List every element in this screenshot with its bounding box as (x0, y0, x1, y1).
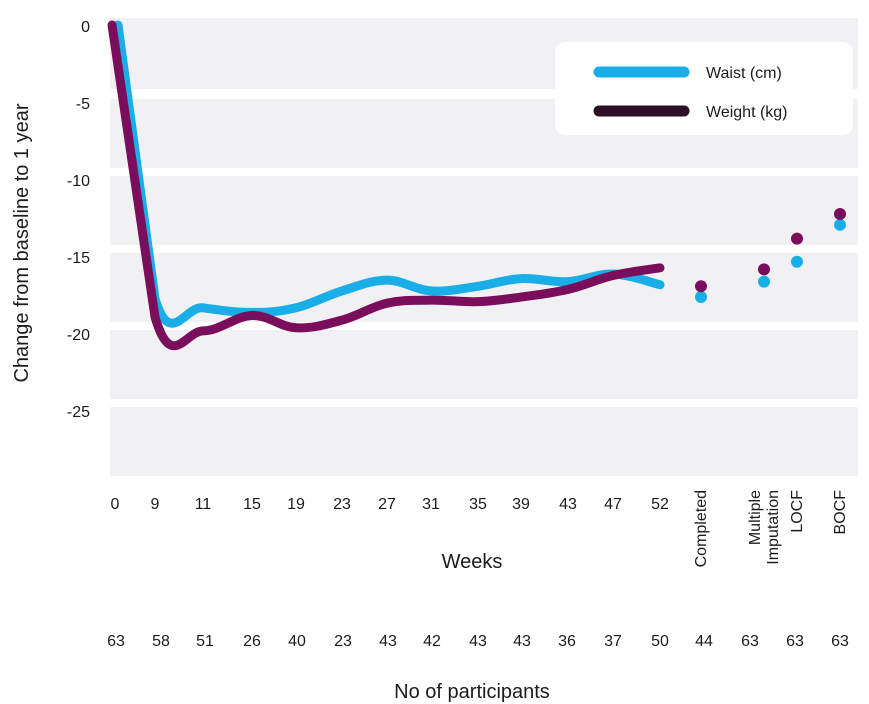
participant-count: 63 (741, 633, 759, 650)
x-method-label: Completed (693, 490, 710, 567)
participant-count: 37 (604, 633, 622, 650)
x-tick-label: 9 (151, 496, 160, 513)
x-tick-label: 15 (243, 496, 261, 513)
x-tick-label: 19 (287, 496, 305, 513)
x-tick-label: 0 (111, 496, 120, 513)
participant-count: 42 (423, 633, 441, 650)
weight-point (695, 280, 707, 293)
participant-count: 63 (107, 633, 125, 650)
participant-count: 58 (152, 633, 170, 650)
y-axis-title: Change from baseline to 1 year (11, 103, 33, 382)
y-tick-label: -15 (67, 250, 90, 267)
weight-line (107, 20, 665, 351)
series-lines (107, 20, 665, 351)
x-tick-label: 52 (651, 496, 669, 513)
plot-band (110, 330, 858, 399)
plot-band (110, 176, 858, 245)
x-tick-label: 31 (422, 496, 440, 513)
participant-count: 23 (334, 633, 352, 650)
participant-counts: 63 58 51 26 40 23 43 42 43 43 36 37 50 44 63 63 63 (107, 633, 849, 650)
participant-count: 26 (243, 633, 261, 650)
weight-point (791, 232, 803, 245)
x-axis-title: Weeks (442, 551, 503, 573)
participant-count: 43 (469, 633, 487, 650)
waist-line (113, 20, 665, 328)
y-tick-label: -10 (67, 173, 90, 190)
legend-box (555, 42, 853, 135)
y-tick-label: -20 (67, 327, 90, 344)
participant-count: 36 (558, 633, 576, 650)
participant-count: 63 (831, 633, 849, 650)
x-tick-label: 11 (195, 496, 212, 513)
x-tick-label: 47 (604, 496, 622, 513)
y-tick-label: -5 (76, 96, 90, 113)
x-tick-label: 43 (559, 496, 577, 513)
waist-point (834, 218, 846, 231)
legend-label-weight: Weight (kg) (706, 104, 788, 121)
x-axis: 0 9 11 15 19 23 27 31 35 39 43 47 52 Completed Multipl… (111, 490, 849, 568)
x-method-label: LOCF (789, 490, 806, 533)
x-tick-label: 27 (378, 496, 396, 513)
x-method-label: BOCF (832, 490, 849, 535)
x-method-label: MultipleImputation (747, 490, 782, 565)
method-points (695, 208, 846, 304)
participant-count: 50 (651, 633, 669, 650)
participant-count: 43 (513, 633, 531, 650)
waist-point (758, 275, 770, 288)
participants-title: No of participants (394, 681, 550, 703)
plot-band (110, 407, 858, 476)
y-axis: 0 -5 -10 -15 -20 -25 (67, 19, 90, 421)
waist-point (695, 291, 707, 304)
participant-count: 43 (379, 633, 397, 650)
x-tick-label: 39 (512, 496, 530, 513)
participant-count: 63 (786, 633, 804, 650)
y-tick-label: -25 (67, 404, 90, 421)
y-tick-label: 0 (81, 19, 90, 36)
participant-count: 44 (695, 633, 713, 650)
participant-count: 40 (288, 633, 306, 650)
x-tick-label: 23 (333, 496, 351, 513)
waist-point (791, 255, 803, 268)
weight-point (758, 263, 770, 276)
weight-point (834, 208, 846, 221)
legend: Waist (cm) Weight (kg) (555, 42, 853, 135)
legend-label-waist: Waist (cm) (706, 65, 782, 82)
x-tick-label: 35 (469, 496, 487, 513)
participant-count: 51 (196, 633, 214, 650)
